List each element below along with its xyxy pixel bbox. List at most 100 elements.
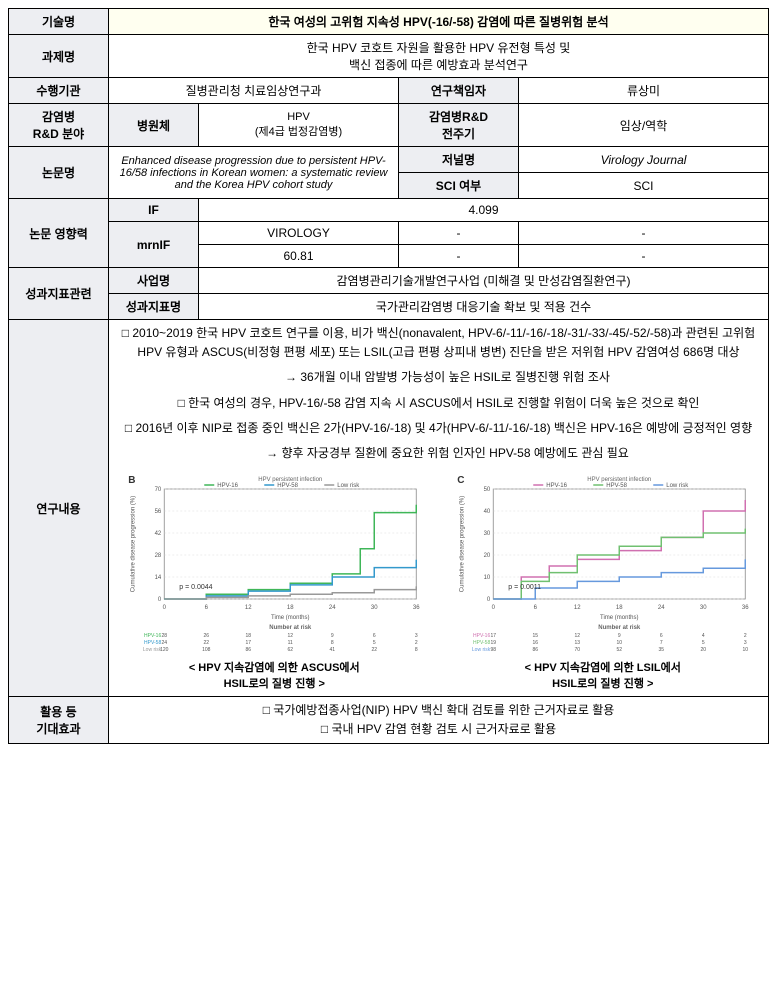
svg-text:10: 10 [616,640,622,646]
svg-text:30: 30 [483,531,490,537]
chart1-caption: < HPV 지속감염에 의한 ASCUS에서 HSIL로의 질병 진행 > [115,661,434,692]
label-paper: 논문명 [9,147,109,199]
value-project: 한국 HPV 코호트 자원을 활용한 HPV 유전형 특성 및 백신 접종에 따… [109,35,769,78]
svg-text:0: 0 [163,605,167,611]
label-perfname: 성과지표명 [109,294,199,320]
value-paper: Enhanced disease progression due to pers… [109,147,399,199]
svg-text:26: 26 [203,633,209,639]
svg-text:12: 12 [245,605,252,611]
svg-text:40: 40 [483,509,490,515]
label-effect: 활용 등 기대효과 [9,697,109,744]
value-journal: Virology Journal [519,147,769,173]
svg-text:Cumulative disease progression: Cumulative disease progression (%) [459,496,465,592]
content-item3-arrow: → 향후 자궁경부 질환에 중요한 위험 인자인 HPV-58 예방에도 관심 … [115,444,762,463]
svg-text:19: 19 [490,640,496,646]
svg-text:30: 30 [699,605,706,611]
svg-text:70: 70 [574,647,580,651]
label-pathogen: 병원체 [109,104,199,147]
svg-text:17: 17 [245,640,251,646]
svg-text:62: 62 [287,647,293,651]
svg-text:0: 0 [158,597,162,603]
svg-text:24: 24 [329,605,336,611]
svg-text:Low risk: Low risk [143,647,162,651]
content-item3: □ 2016년 이후 NIP로 접종 중인 백신은 2가(HPV-16/-18)… [115,419,762,438]
svg-text:86: 86 [532,647,538,651]
value-pathogen: HPV (제4급 법정감염병) [199,104,399,147]
label-pi: 연구책임자 [399,78,519,104]
svg-text:Time (months): Time (months) [600,615,638,621]
svg-text:11: 11 [288,640,293,646]
value-sci: SCI [519,173,769,199]
svg-text:20: 20 [483,553,490,559]
svg-text:50: 50 [483,487,490,493]
svg-text:9: 9 [331,633,334,639]
svg-text:14: 14 [155,575,162,581]
svg-text:24: 24 [161,640,167,646]
svg-text:120: 120 [160,647,169,651]
svg-text:15: 15 [532,633,538,639]
svg-text:8: 8 [331,640,334,646]
svg-text:Cumulative disease progression: Cumulative disease progression (%) [130,496,136,592]
svg-text:12: 12 [574,633,580,639]
chart-1: BHPV persistent infectionHPV-16HPV-58Low… [115,471,434,651]
effect-item1: □ 국가예방접종사업(NIP) HPV 백신 확대 검토를 위한 근거자료로 활… [115,701,762,720]
svg-text:35: 35 [658,647,664,651]
svg-text:18: 18 [287,605,294,611]
svg-text:52: 52 [616,647,622,651]
content-item2: □ 한국 여성의 경우, HPV-16/-58 감염 지속 시 ASCUS에서 … [115,394,762,413]
svg-text:Low risk: Low risk [471,647,490,651]
label-institution: 수행기관 [9,78,109,104]
label-bizname: 사업명 [109,268,199,294]
svg-text:22: 22 [371,647,377,651]
chart-box-2: CHPV persistent infectionHPV-16HPV-58Low… [444,471,763,692]
svg-text:36: 36 [741,605,748,611]
label-content: 연구내용 [9,320,109,697]
label-sci: SCI 여부 [399,173,519,199]
value-if: 4.099 [199,199,769,222]
effect-item2: □ 국내 HPV 감염 현황 검토 시 근거자료로 활용 [115,720,762,739]
chart-box-1: BHPV persistent infectionHPV-16HPV-58Low… [115,471,434,692]
svg-text:42: 42 [155,531,162,537]
svg-text:8: 8 [415,647,418,651]
svg-text:HPV-58: HPV-58 [144,640,161,646]
svg-text:HPV-16: HPV-16 [473,633,490,639]
value-dash1: - [399,222,519,245]
svg-text:Time (months): Time (months) [271,615,309,621]
svg-text:4: 4 [701,633,704,639]
svg-text:Number at risk: Number at risk [598,625,641,631]
label-impact: 논문 영향력 [9,199,109,268]
svg-text:0: 0 [491,605,495,611]
label-project: 과제명 [9,35,109,78]
label-perf: 성과지표관련 [9,268,109,320]
svg-text:6: 6 [205,605,209,611]
svg-text:0: 0 [486,597,490,603]
svg-text:16: 16 [532,640,538,646]
svg-text:Low risk: Low risk [337,483,360,489]
svg-text:28: 28 [161,633,167,639]
value-dash4: - [519,245,769,268]
value-pi: 류상미 [519,78,769,104]
svg-text:17: 17 [490,633,496,639]
label-techname: 기술명 [9,9,109,35]
label-rnd-field: 감염병 R&D 분야 [9,104,109,147]
label-mrnif: mrnIF [109,222,199,268]
svg-text:24: 24 [657,605,664,611]
svg-text:28: 28 [155,553,162,559]
svg-text:2: 2 [415,640,418,646]
svg-text:5: 5 [701,640,704,646]
svg-text:10: 10 [483,575,490,581]
svg-text:6: 6 [373,633,376,639]
svg-text:p = 0.0044: p = 0.0044 [179,584,212,591]
chart-2: CHPV persistent infectionHPV-16HPV-58Low… [444,471,763,651]
svg-text:13: 13 [574,640,580,646]
svg-text:Number at risk: Number at risk [269,625,312,631]
content-item1-arrow: → 36개월 이내 암발병 가능성이 높은 HSIL로 질병진행 위험 조사 [115,368,762,387]
svg-text:6: 6 [659,633,662,639]
value-perfname: 국가관리감염병 대응기술 확보 및 적용 건수 [199,294,769,320]
svg-text:7: 7 [659,640,662,646]
svg-text:70: 70 [155,487,162,493]
svg-text:C: C [457,475,464,486]
svg-text:5: 5 [373,640,376,646]
value-dash2: - [519,222,769,245]
main-table: 기술명 한국 여성의 고위험 지속성 HPV(-16/-58) 감염에 따른 질… [8,8,769,744]
